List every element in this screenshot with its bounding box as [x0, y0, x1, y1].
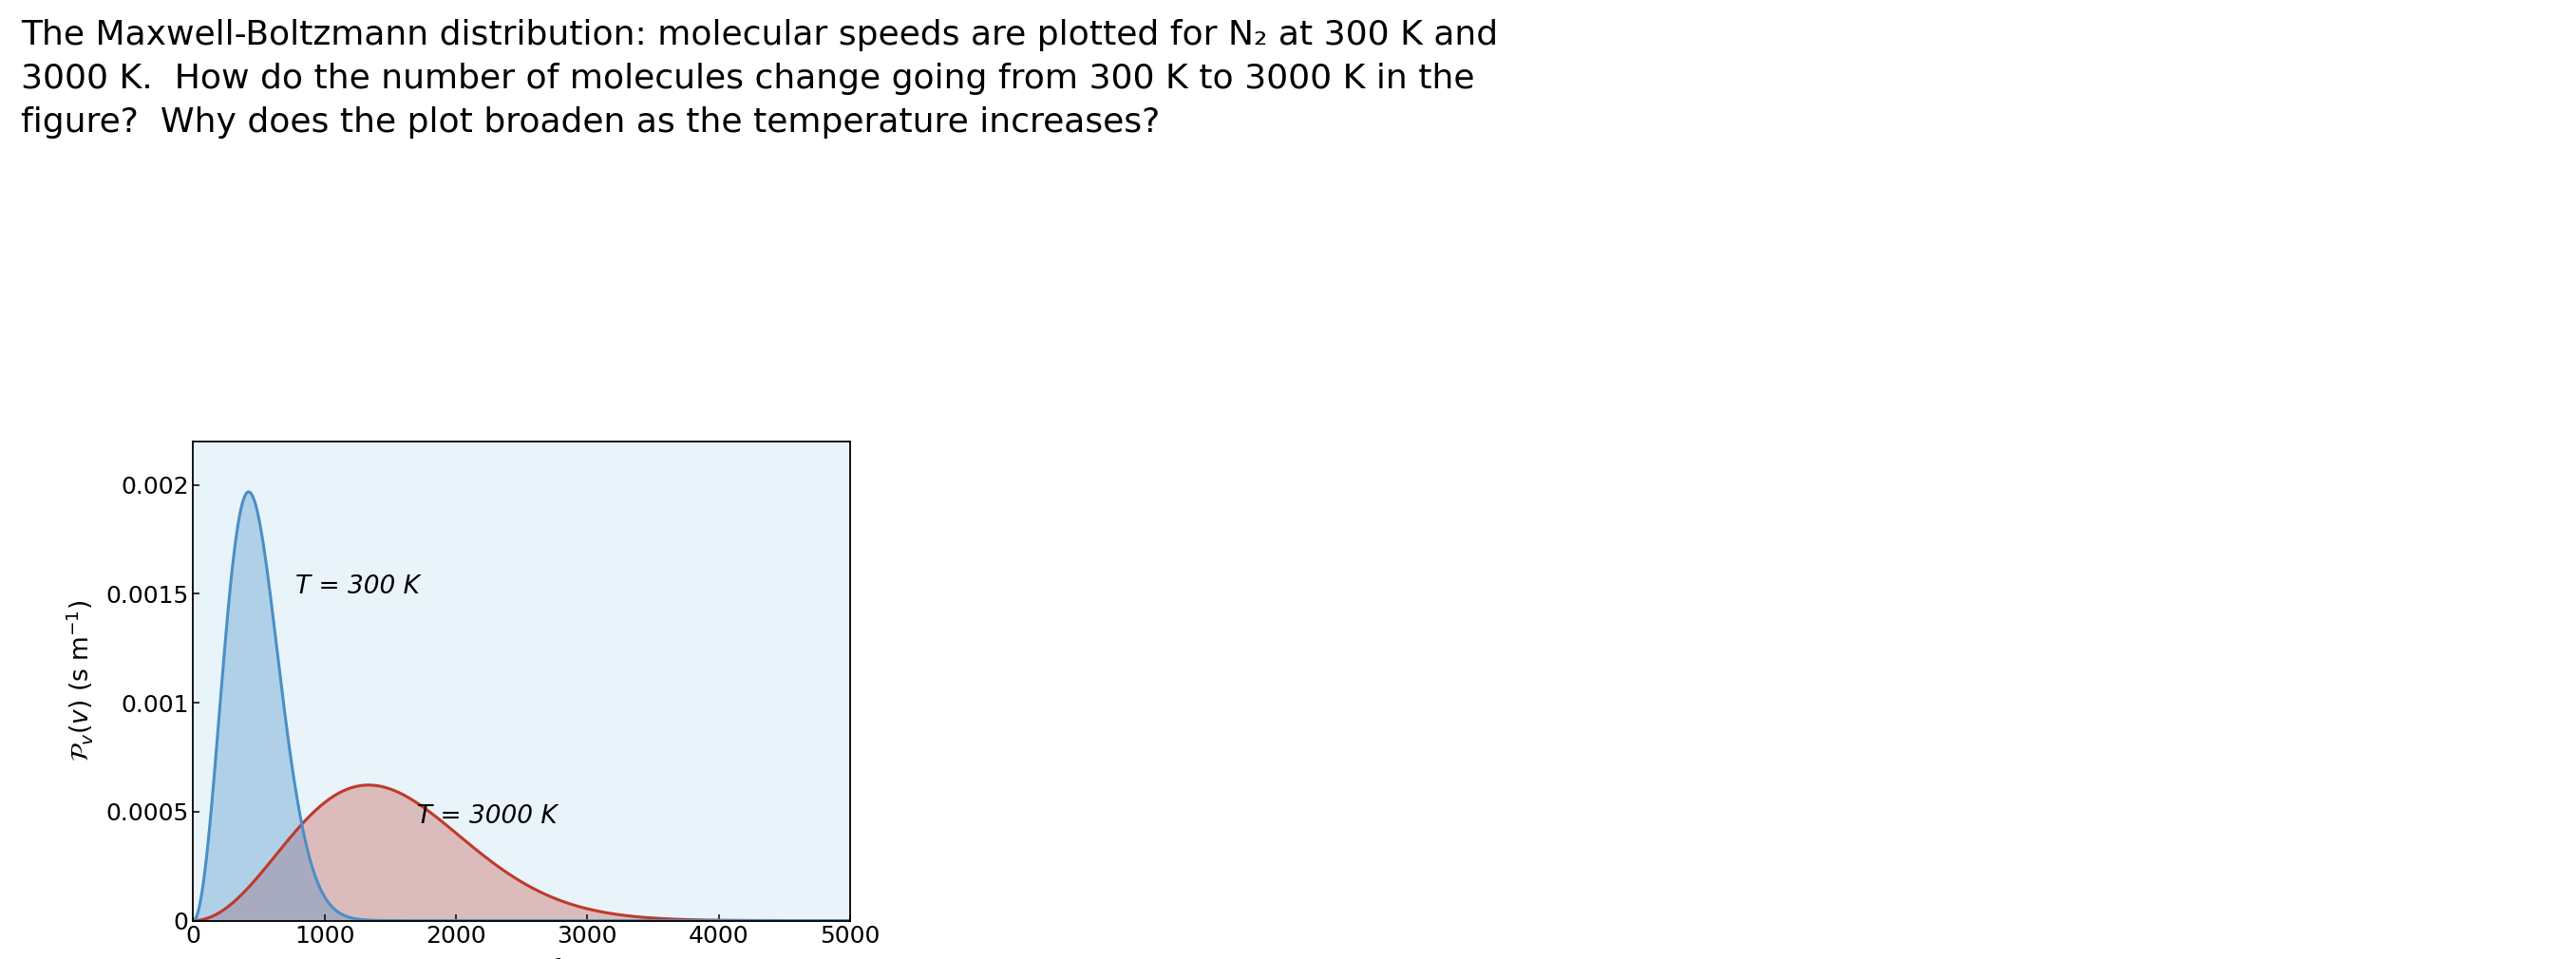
Text: The Maxwell-Boltzmann distribution: molecular speeds are plotted for N₂ at 300 K: The Maxwell-Boltzmann distribution: mole… [21, 19, 1497, 139]
X-axis label: $v$(m s$^{-1}$): $v$(m s$^{-1}$) [469, 956, 574, 959]
Y-axis label: $\mathcal{P}_v(v)$ (s m$^{-1}$): $\mathcal{P}_v(v)$ (s m$^{-1}$) [64, 600, 95, 761]
Text: T = 3000 K: T = 3000 K [417, 805, 556, 830]
Text: T = 300 K: T = 300 K [296, 574, 420, 599]
